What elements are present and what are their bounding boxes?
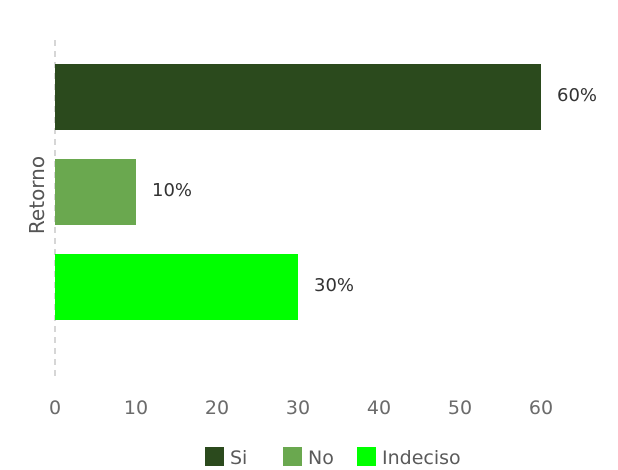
legend-item-indeciso[interactable]: Indeciso (357, 447, 461, 469)
data-label-si: 60% (557, 85, 597, 106)
data-labels-group: 60% 10% 30% (152, 85, 597, 296)
x-tick-label: 20 (205, 397, 229, 419)
x-tick-label: 30 (286, 397, 310, 419)
legend-label: Si (230, 447, 247, 469)
legend-label: No (308, 447, 334, 469)
data-label-no: 10% (152, 180, 192, 201)
bar-indeciso[interactable] (55, 254, 298, 320)
x-tick-label: 10 (124, 397, 148, 419)
data-label-indeciso: 30% (314, 275, 354, 296)
legend-swatch (357, 447, 376, 466)
legend: Si No Indeciso (205, 447, 461, 469)
legend-swatch (283, 447, 302, 466)
legend-label: Indeciso (382, 447, 461, 469)
x-tick-label: 50 (448, 397, 472, 419)
x-tick-label: 60 (529, 397, 553, 419)
x-tick-labels: 0 10 20 30 40 50 60 (49, 397, 553, 419)
bar-si[interactable] (55, 64, 541, 130)
bars-group (55, 64, 541, 320)
x-tick-label: 0 (49, 397, 61, 419)
legend-item-no[interactable]: No (283, 447, 334, 469)
legend-swatch (205, 447, 224, 466)
x-tick-label: 40 (367, 397, 391, 419)
legend-item-si[interactable]: Si (205, 447, 247, 469)
bar-no[interactable] (55, 159, 136, 225)
y-axis-title: Retorno (25, 156, 49, 234)
